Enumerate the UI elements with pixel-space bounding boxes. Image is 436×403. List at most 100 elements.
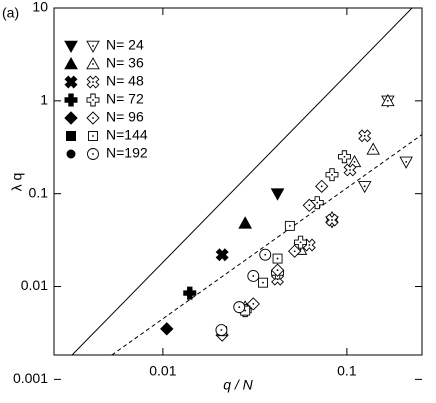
marker-shape [107,390,115,398]
marker-open [366,142,380,155]
marker-open [302,198,316,212]
legend-label: N= 36 [106,55,144,71]
marker-dot [264,253,267,256]
marker-dot [331,173,333,176]
marker-dot [349,169,351,171]
marker-open [86,111,100,125]
legend-label: N=144 [106,127,148,143]
plot-area [71,8,422,398]
marker-open [325,168,339,182]
x-tick-label: 0.1 [337,363,357,379]
marker-dot [288,224,291,227]
y-tick-label: 0.01 [21,277,48,293]
marker-open [86,75,100,89]
y-tick-label: 10 [32,0,48,15]
marker-open [86,57,100,70]
legend-label: N= 96 [106,109,144,125]
marker-dot [262,281,264,284]
plot-frame [53,7,423,356]
marker-open [272,253,283,264]
marker-shape [130,363,139,372]
marker-dot [92,99,94,101]
x-axis-label: q / N [223,377,253,393]
marker-shape [161,385,172,396]
marker-open [88,131,98,141]
marker-dot [343,155,346,158]
marker-filled [238,216,253,229]
marker-dot [386,99,389,102]
legend-label: N= 72 [106,91,144,107]
marker-shape [64,40,78,54]
marker-open [215,324,228,336]
marker-dot [293,250,296,253]
marker-dot [189,368,191,370]
marker-open [247,269,260,282]
marker-shape [64,111,78,125]
fit-line [111,134,422,355]
marker-open [258,277,268,288]
marker-filled [183,286,197,300]
fit-line [71,8,413,355]
marker-open [357,181,372,194]
marker-dot [353,160,356,163]
y-axis-label: λ q [9,173,25,192]
marker-dot [276,257,279,260]
marker-open [315,179,329,193]
marker-shape [66,149,76,159]
marker-dot [372,148,375,151]
marker-filled [64,40,78,54]
marker-filled [64,75,78,89]
marker-open [195,354,201,355]
marker-dot [308,204,311,207]
marker-open [86,93,100,107]
y-tick-label: 0.001 [13,370,48,386]
marker-shape [185,364,194,373]
marker-dot [405,160,408,163]
marker-open [310,196,324,210]
marker-open [284,220,295,231]
marker-open [343,163,357,177]
marker-dot [299,248,302,251]
marker-shape [183,286,197,300]
marker-shape [66,131,76,141]
marker-open [86,40,100,53]
marker-open [233,301,246,314]
panel-label: (a) [2,5,19,21]
marker-shape [238,216,253,229]
marker-open [294,235,307,249]
marker-open [161,385,172,396]
marker-dot [320,185,323,188]
x-tick-label: 0.01 [149,363,176,379]
marker-dot [165,390,167,392]
marker-open [259,248,272,261]
legend-label: N= 48 [106,73,144,89]
marker-open [399,156,413,169]
marker-dot [92,45,94,47]
legend-label: N= 24 [106,37,144,53]
marker-filled [64,111,78,125]
marker-open [338,150,351,164]
marker-filled [107,390,115,398]
marker-filled [66,149,76,159]
marker-shape [64,75,78,89]
marker-filled [270,188,285,201]
marker-shape [64,93,78,107]
marker-dot [316,201,319,204]
y-tick-label: 0.1 [29,184,49,200]
marker-open [287,244,302,258]
marker-dot [252,275,255,277]
marker-filled [66,131,76,141]
marker-shape [215,248,229,262]
y-tick-label: 1 [40,92,48,108]
marker-filled [160,322,174,336]
marker-filled [64,56,78,70]
marker-dot [92,81,94,83]
marker-dot [92,135,94,137]
marker-dot [363,185,366,188]
marker-dot [299,241,302,244]
marker-open [325,213,339,227]
marker-open [270,263,285,277]
marker-dot [92,153,94,155]
marker-open [185,364,194,373]
